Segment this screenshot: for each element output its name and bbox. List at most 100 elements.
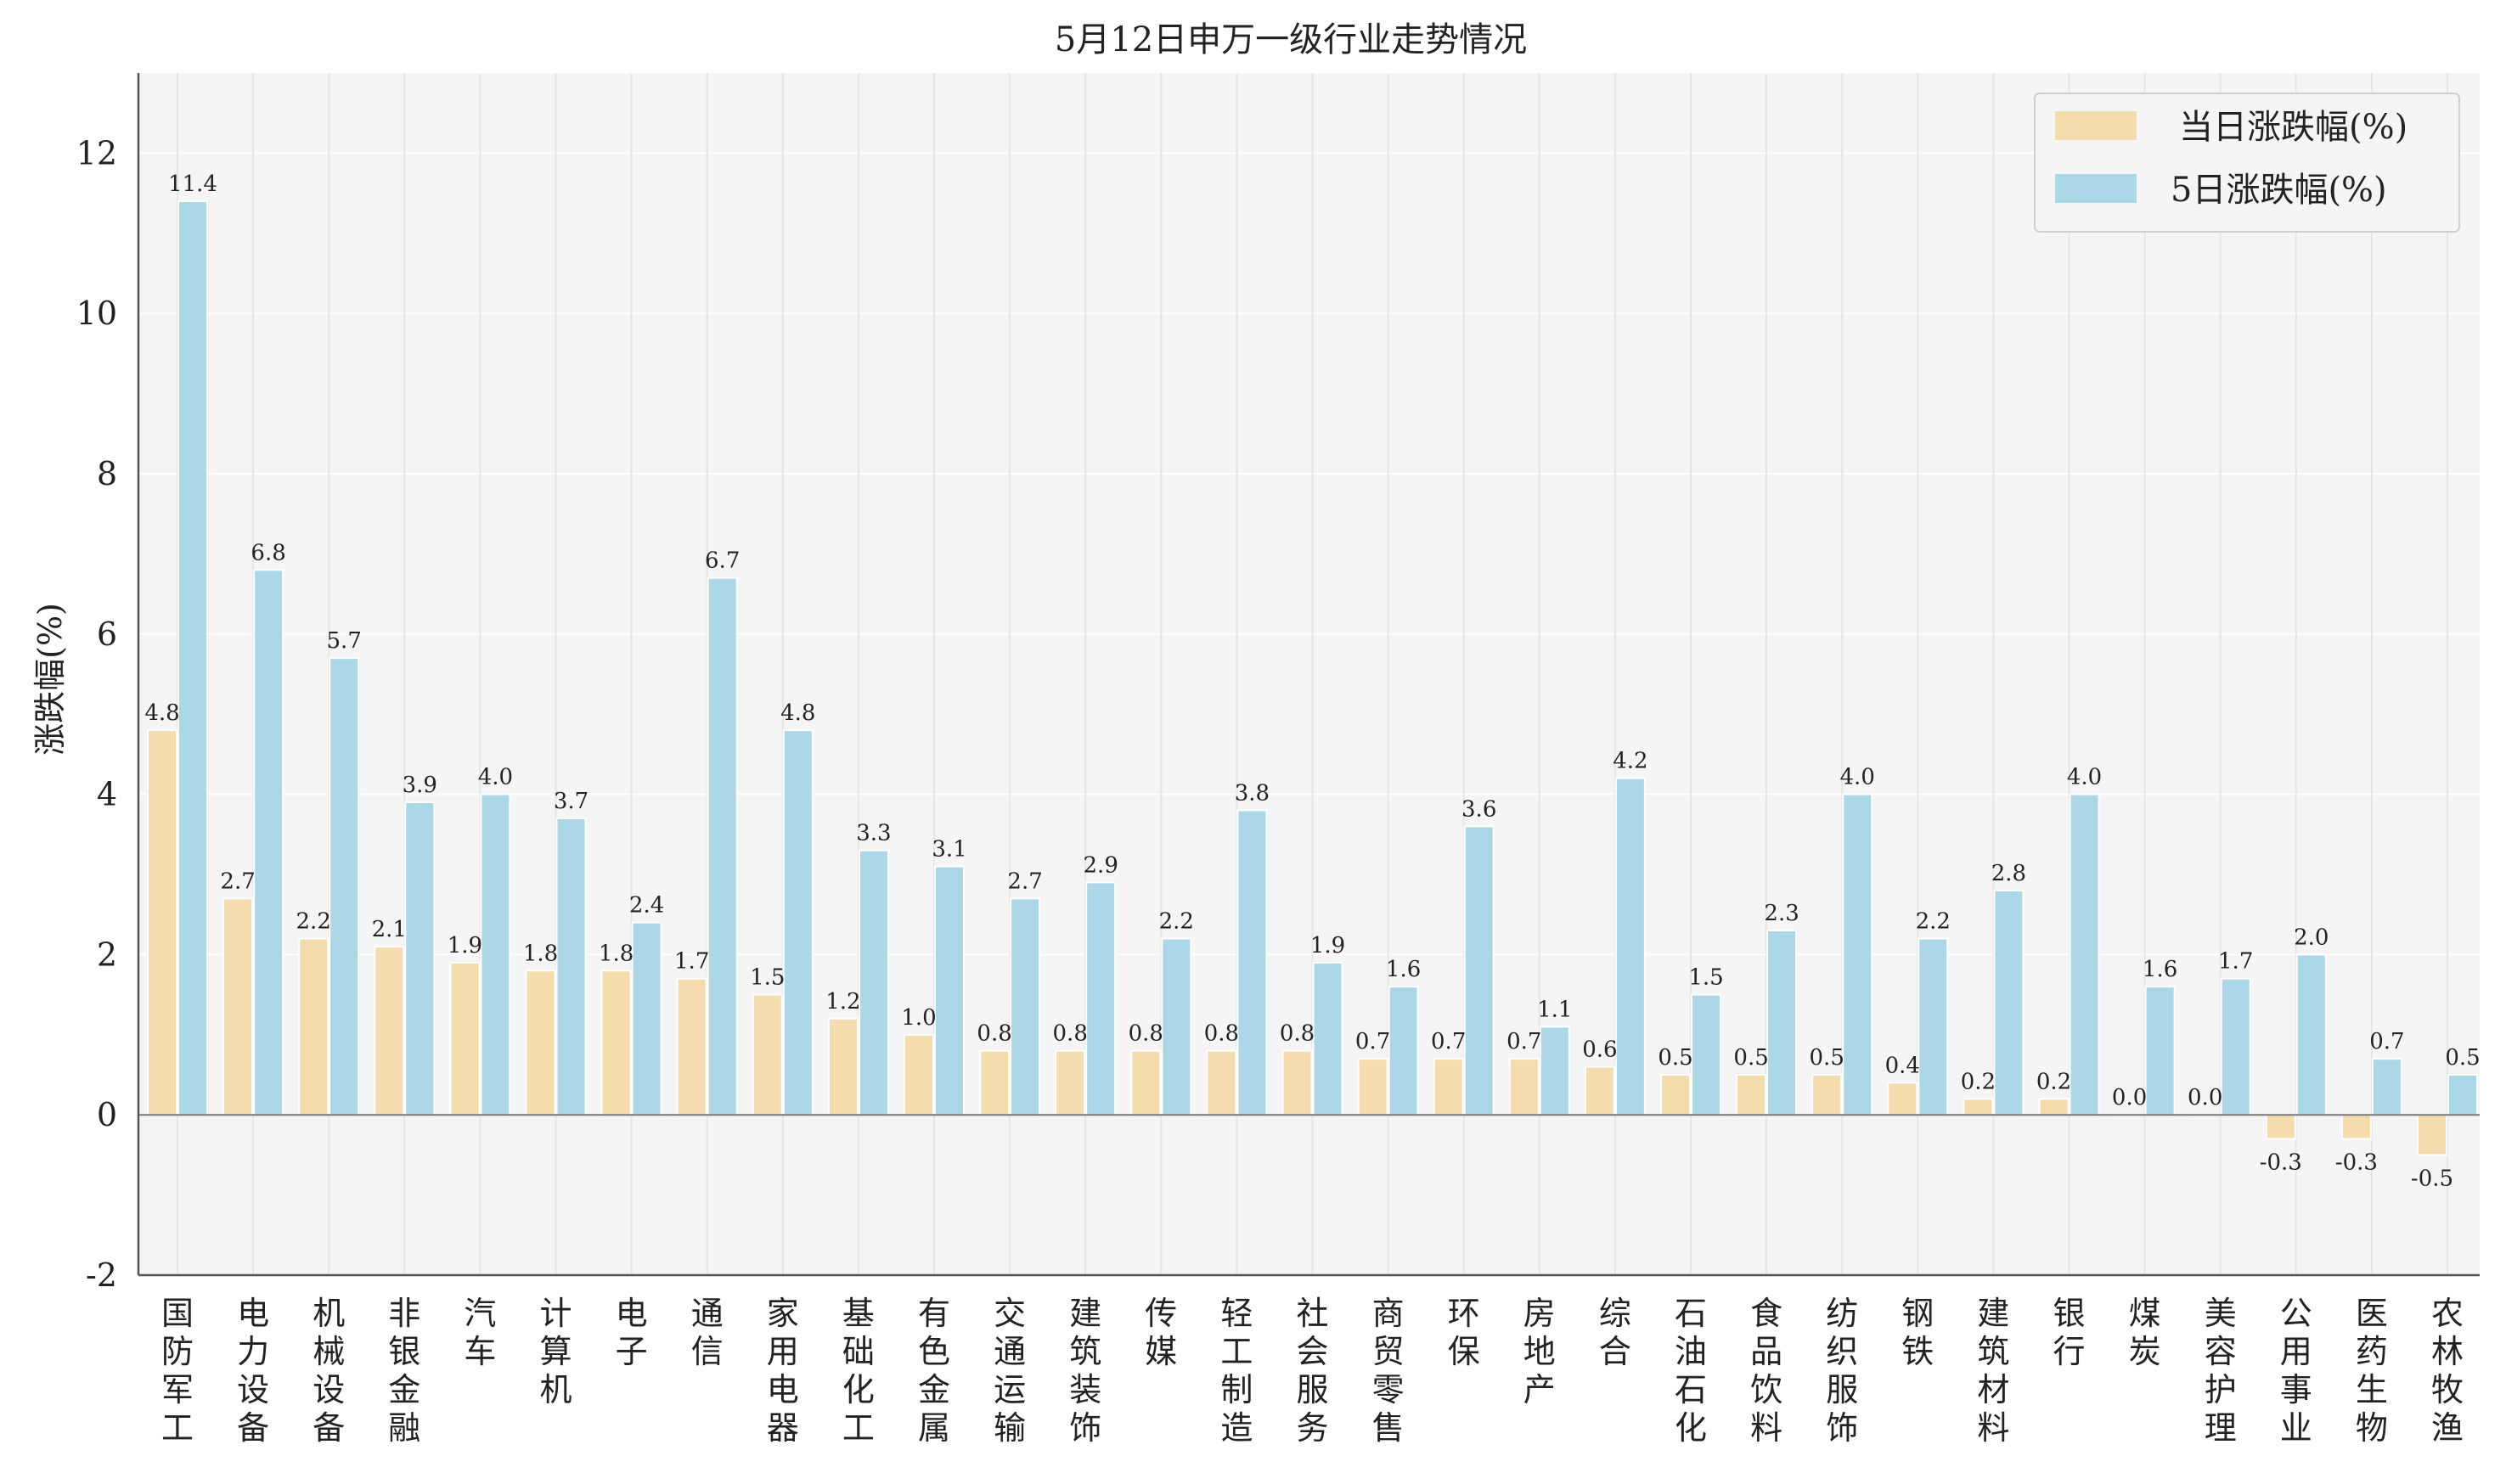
data-label-5day: 2.4: [629, 893, 664, 919]
bar-5day: [481, 795, 510, 1116]
x-tick-label: 电力设备: [237, 1295, 269, 1447]
bar-5day: [633, 923, 662, 1116]
data-label-5day: 2.0: [2294, 925, 2329, 950]
data-label-5day: 4.0: [2067, 765, 2102, 790]
bar-5day: [178, 201, 207, 1115]
legend-swatch-daily: [2055, 111, 2137, 140]
data-label-5day: 1.1: [1537, 997, 1572, 1022]
bar-daily: [2342, 1115, 2371, 1138]
bar-5day: [708, 578, 737, 1115]
data-label-daily: -0.3: [2260, 1150, 2302, 1176]
bar-5day: [784, 730, 813, 1115]
data-label-5day: 0.5: [2445, 1045, 2480, 1071]
bar-daily: [1812, 1075, 1841, 1115]
data-label-5day: 5.7: [327, 628, 362, 654]
data-label-5day: 1.5: [1688, 965, 1723, 991]
data-label-daily: 2.1: [372, 917, 407, 942]
x-tick-label: 电子: [616, 1295, 648, 1370]
x-tick-label: 房地产: [1523, 1295, 1556, 1408]
x-tick-label: 纺织服饰: [1826, 1295, 1858, 1447]
data-label-daily: 0.2: [2036, 1069, 2071, 1094]
x-tick-label: 社会服务: [1296, 1295, 1328, 1447]
data-label-daily: 0.8: [1053, 1021, 1088, 1047]
bar-5day: [1540, 1026, 1569, 1115]
bar-daily: [1737, 1075, 1765, 1115]
bar-daily: [2267, 1115, 2295, 1138]
bar-5day: [329, 658, 358, 1115]
bar-daily: [980, 1051, 1009, 1116]
data-label-daily: 0.0: [2112, 1085, 2147, 1110]
bar-daily: [904, 1035, 933, 1115]
x-tick-label: 建筑材料: [1977, 1295, 2009, 1447]
bar-5day: [1918, 939, 1947, 1116]
bar-5day: [935, 867, 964, 1116]
bar-5day: [2222, 979, 2250, 1115]
data-label-daily: 1.8: [523, 941, 558, 966]
bar-daily: [450, 963, 479, 1115]
bar-5day: [557, 818, 586, 1115]
bar-5day: [859, 851, 888, 1116]
data-label-daily: 1.8: [599, 941, 634, 966]
bar-5day: [2448, 1075, 2477, 1115]
bar-daily: [1888, 1082, 1917, 1115]
y-tick-label: 0: [97, 1096, 117, 1133]
bar-daily: [2040, 1099, 2069, 1115]
x-tick-label: 非银金融: [388, 1295, 420, 1447]
data-label-daily: 0.8: [977, 1021, 1011, 1047]
bar-daily: [223, 898, 252, 1115]
data-label-daily: 4.8: [144, 700, 179, 726]
data-label-5day: 3.7: [554, 789, 588, 814]
bar-5day: [1011, 898, 1039, 1115]
data-label-5day: 3.3: [856, 821, 891, 846]
bar-daily: [1661, 1075, 1690, 1115]
bar-daily: [148, 730, 177, 1115]
bar-5day: [1994, 891, 2023, 1115]
x-tick-label: 食品饮料: [1750, 1295, 1782, 1447]
x-tick-label: 交通运输: [994, 1295, 1026, 1447]
data-label-daily: 1.0: [901, 1005, 936, 1031]
bar-daily: [299, 939, 328, 1116]
bar-5day: [1162, 939, 1191, 1116]
x-tick-label: 机械设备: [313, 1295, 345, 1447]
data-label-5day: 1.7: [2218, 949, 2253, 975]
bar-5day: [2297, 954, 2326, 1115]
bar-daily: [829, 1019, 858, 1115]
data-label-5day: 4.8: [780, 700, 815, 726]
data-label-5day: 2.2: [1916, 909, 1951, 935]
y-axis-label: 涨跌幅(%): [31, 603, 69, 756]
data-label-daily: 0.5: [1810, 1045, 1844, 1071]
bar-daily: [1434, 1059, 1463, 1115]
data-label-5day: 1.9: [1310, 933, 1345, 958]
bar-5day: [2373, 1059, 2402, 1115]
data-label-5day: 4.0: [478, 765, 513, 790]
x-tick-label: 传媒: [1145, 1295, 1177, 1370]
bar-daily: [602, 970, 631, 1115]
bar-5day: [2146, 987, 2175, 1115]
x-tick-label: 煤炭: [2129, 1295, 2161, 1370]
data-label-daily: 0.6: [1582, 1037, 1617, 1063]
y-tick-label: 8: [97, 455, 117, 492]
data-label-daily: 0.7: [1506, 1029, 1541, 1054]
bar-5day: [1465, 826, 1494, 1115]
data-label-daily: 0.2: [1961, 1069, 1996, 1094]
data-label-5day: 6.8: [251, 540, 285, 565]
bar-5day: [1314, 963, 1343, 1115]
data-label-5day: 3.6: [1461, 796, 1496, 822]
data-label-daily: 0.0: [2188, 1085, 2222, 1110]
bar-5day: [1692, 995, 1720, 1116]
bar-5day: [254, 570, 283, 1115]
data-label-5day: 3.8: [1235, 780, 1270, 806]
x-tick-label: 农林牧渔: [2431, 1295, 2464, 1447]
data-label-5day: 3.1: [932, 837, 966, 863]
y-tick-label: 4: [97, 776, 117, 813]
x-tick-label: 基础化工: [842, 1295, 875, 1447]
x-tick-label: 计算机: [539, 1295, 572, 1408]
bar-daily: [1131, 1051, 1160, 1116]
data-label-daily: 0.8: [1204, 1021, 1239, 1047]
data-label-daily: 0.8: [1280, 1021, 1315, 1047]
bar-daily: [753, 995, 782, 1116]
y-tick-label: 2: [97, 936, 117, 973]
x-tick-label: 国防军工: [161, 1295, 194, 1447]
